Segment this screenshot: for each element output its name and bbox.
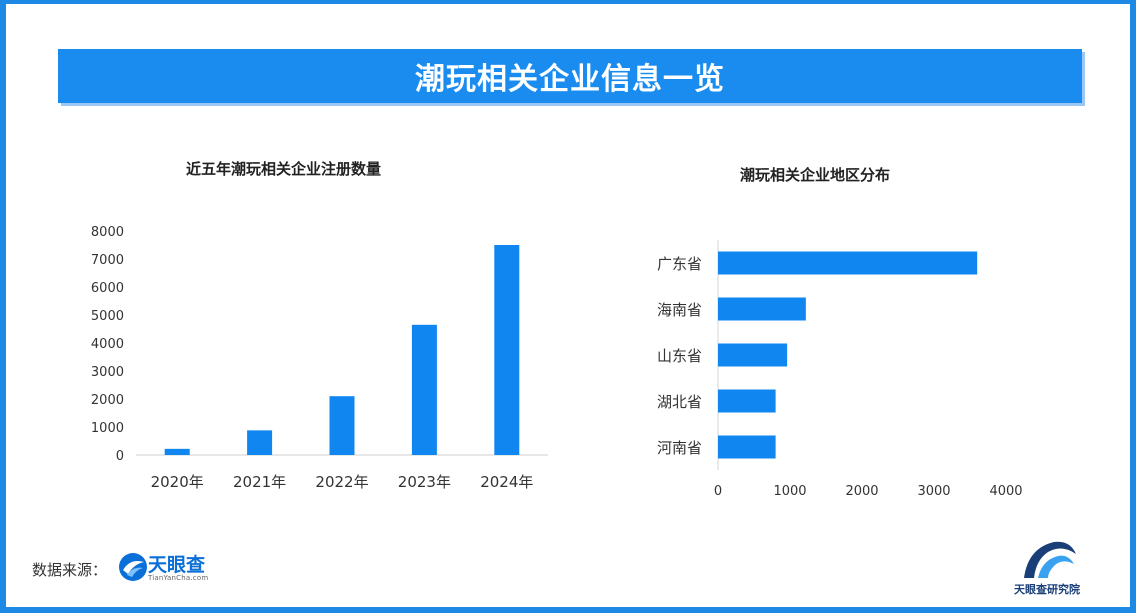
tianyancha-logo-url: TianYanCha.com (148, 574, 209, 582)
x-tick-label: 0 (714, 484, 722, 499)
x-tick-label: 2024年 (480, 473, 533, 491)
page-title: 潮玩相关企业信息一览 (415, 62, 725, 97)
category-label: 湖北省 (657, 393, 702, 411)
bar (329, 396, 355, 455)
x-tick-label: 2021年 (233, 473, 286, 491)
source-label: 数据来源： (32, 561, 108, 579)
bar-chart-title: 近五年潮玩相关企业注册数量 (186, 160, 382, 178)
registrations-bar-chart: 0 1000 2000 3000 4000 5000 6000 7000 8000 2020年 20… (91, 225, 548, 491)
category-label: 广东省 (657, 255, 702, 273)
x-tick-label: 1000 (773, 484, 806, 499)
y-tick-label: 5000 (91, 309, 124, 324)
hbar (718, 251, 978, 275)
y-tick-label: 1000 (91, 421, 124, 436)
x-tick-label: 3000 (917, 484, 950, 499)
tianyancha-logo-icon (119, 553, 147, 581)
y-tick-label: 4000 (91, 337, 124, 352)
hbar (718, 435, 776, 459)
hbar (718, 297, 806, 321)
tianyancha-logo-name: 天眼查 (148, 554, 206, 576)
institute-logo: 天眼查研究院 (1002, 540, 1092, 600)
category-label: 河南省 (657, 439, 702, 457)
category-label: 山东省 (657, 347, 702, 365)
y-tick-label: 7000 (91, 253, 124, 268)
bar (411, 324, 437, 455)
y-tick-label: 3000 (91, 365, 124, 380)
hbar-chart-title: 潮玩相关企业地区分布 (740, 166, 891, 184)
institute-logo-icon (1024, 541, 1076, 578)
x-tick-label: 2023年 (398, 473, 451, 491)
y-tick-label: 6000 (91, 281, 124, 296)
category-label: 海南省 (657, 301, 702, 319)
bar (247, 430, 273, 455)
x-tick-label: 4000 (989, 484, 1022, 499)
x-tick-label: 2000 (845, 484, 878, 499)
header-banner: 潮玩相关企业信息一览 (58, 49, 1082, 103)
institute-name: 天眼查研究院 (1014, 583, 1080, 596)
bar (164, 448, 190, 455)
x-tick-label: 2020年 (151, 473, 204, 491)
hbar (718, 343, 788, 367)
tianyancha-logo: 天眼查 TianYanCha.com (118, 550, 218, 584)
bar (494, 245, 520, 455)
x-tick-label: 2022年 (315, 473, 368, 491)
y-tick-label: 8000 (91, 225, 124, 240)
hbar (718, 389, 776, 413)
y-tick-label: 2000 (91, 393, 124, 408)
y-tick-label: 0 (116, 449, 124, 464)
